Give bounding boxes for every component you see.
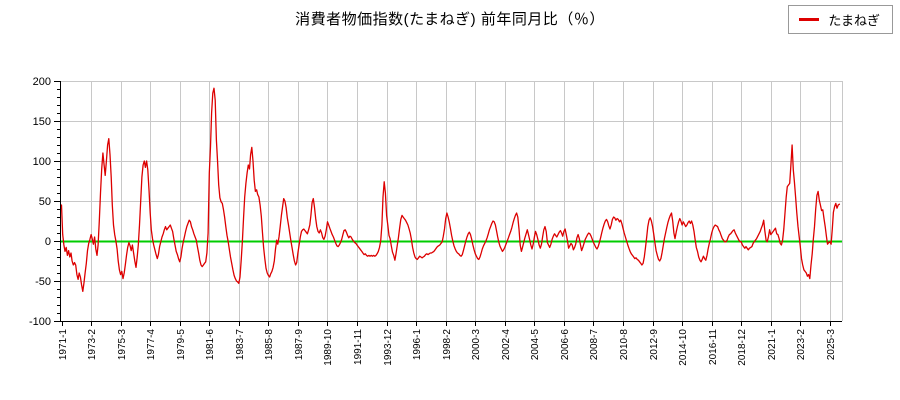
y-tick-label: -100 [29, 316, 51, 328]
x-tick-label: 2021-1 [767, 329, 778, 361]
y-tick-label: 100 [33, 156, 51, 168]
legend-line-swatch [799, 18, 820, 21]
y-tick-label: 50 [39, 196, 51, 208]
x-tick-label: 1996-1 [412, 329, 423, 361]
x-tick-labels: 1971-1 1973-2 1975-3 1977-4 1979-5 1981-6 1983… [58, 321, 837, 366]
y-tick-label: -50 [35, 276, 51, 288]
x-tick-label: 1985-8 [264, 329, 275, 361]
chart-title: 消費者物価指数(たまねぎ) 前年同月比（％） [295, 11, 605, 28]
x-tick-label: 1979-5 [176, 329, 187, 361]
x-tick-label: 1973-2 [87, 329, 98, 361]
y-tick-labels: 200 150 100 50 0 -50 -100 [29, 76, 60, 328]
x-tick-label: 2016-11 [708, 329, 719, 365]
x-tick-label: 1981-6 [205, 329, 216, 361]
series [60, 87, 841, 293]
x-tick-label: 2010-8 [619, 329, 630, 361]
x-tick-label: 2018-12 [737, 329, 748, 366]
legend-series-label: たまねぎ [828, 13, 880, 28]
x-tick-label: 1989-10 [323, 329, 334, 366]
x-tick-label: 1971-1 [58, 329, 69, 361]
x-tick-label: 2008-7 [589, 329, 600, 361]
series-line-tamanegi [60, 87, 841, 293]
legend-box: たまねぎ [788, 5, 893, 34]
x-tick-label: 1975-3 [117, 329, 128, 361]
y-tick-label: 150 [33, 116, 51, 128]
x-tick-label: 1977-4 [146, 329, 157, 361]
x-tick-label: 1998-2 [442, 329, 453, 361]
x-tick-label: 2012-9 [649, 329, 660, 361]
x-tick-label: 1993-12 [383, 329, 394, 366]
x-tick-label: 2025-3 [826, 329, 837, 361]
x-tick-label: 1987-9 [294, 329, 305, 361]
x-tick-label: 2014-10 [678, 329, 689, 366]
x-tick-label: 2004-5 [530, 329, 541, 361]
x-tick-label: 2002-4 [501, 329, 512, 361]
y-tick-label: 200 [33, 76, 51, 88]
x-tick-label: 2023-2 [796, 329, 807, 361]
x-tick-label: 1991-11 [353, 329, 364, 365]
x-tick-label: 2006-6 [560, 329, 571, 361]
x-tick-label: 2000-3 [471, 329, 482, 361]
y-tick-label: 0 [45, 236, 51, 248]
x-tick-label: 1983-7 [235, 329, 246, 361]
axes [60, 81, 842, 322]
